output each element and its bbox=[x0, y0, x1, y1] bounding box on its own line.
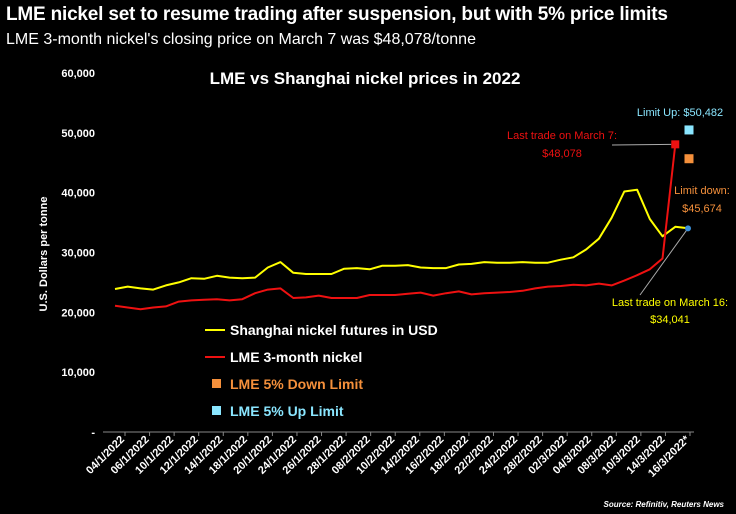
series-lines bbox=[114, 144, 689, 311]
marker-up-limit bbox=[684, 125, 694, 135]
marker-last-trade-mar7 bbox=[671, 140, 680, 149]
y-axis-label: U.S. Dollars per tonne bbox=[38, 197, 50, 312]
annotation-limit-down-value: $45,674 bbox=[682, 203, 722, 215]
y-tick-label-6: 60,000 bbox=[61, 68, 95, 80]
headline: LME nickel set to resume trading after s… bbox=[6, 4, 668, 25]
marker-down-limit bbox=[684, 154, 694, 164]
leader-line-mar7 bbox=[611, 143, 672, 146]
legend-label-shanghai: Shanghai nickel futures in USD bbox=[230, 322, 438, 338]
chart-title: LME vs Shanghai nickel prices in 2022 bbox=[210, 69, 521, 88]
legend: Shanghai nickel futures in USD LME 3-mon… bbox=[205, 322, 438, 419]
y-tick-label-2: 20,000 bbox=[61, 307, 95, 319]
legend-label-down-limit: LME 5% Down Limit bbox=[230, 376, 363, 392]
annotation-last-trade-mar7-value: $48,078 bbox=[542, 148, 582, 160]
annotation-limit-up: Limit Up: $50,482 bbox=[637, 107, 723, 119]
point-markers bbox=[671, 125, 694, 232]
legend-swatch-down-limit bbox=[212, 379, 221, 388]
marker-last-trade-mar16 bbox=[685, 225, 691, 232]
series-line-0 bbox=[114, 188, 689, 291]
annotation-limit-down: Limit down: bbox=[674, 185, 730, 197]
legend-swatch-up-limit bbox=[212, 406, 221, 415]
leader-line-mar16 bbox=[639, 228, 689, 296]
annotation-last-trade-mar7: Last trade on March 7: bbox=[507, 130, 617, 142]
y-tick-label-3: 30,000 bbox=[61, 248, 95, 260]
x-axis: 04/1/202206/1/202210/1/202212/1/202214/1… bbox=[84, 432, 693, 480]
legend-label-lme: LME 3-month nickel bbox=[230, 349, 362, 365]
annotation-last-trade-mar16: Last trade on March 16: bbox=[612, 297, 728, 309]
subheadline: LME 3-month nickel's closing price on Ma… bbox=[6, 31, 476, 48]
y-tick-label-5: 50,000 bbox=[61, 128, 95, 140]
source-note: Source: Refinitiv, Reuters News bbox=[604, 500, 725, 509]
annotation-leader-lines bbox=[611, 143, 689, 296]
y-tick-label-0: - bbox=[91, 427, 95, 439]
y-axis: - 10,000 20,000 30,000 40,000 50,000 60,000 bbox=[61, 68, 95, 439]
series-line-1 bbox=[114, 144, 677, 311]
legend-label-up-limit: LME 5% Up Limit bbox=[230, 403, 344, 419]
y-tick-label-1: 10,000 bbox=[61, 367, 95, 379]
y-tick-label-4: 40,000 bbox=[61, 188, 95, 200]
annotation-last-trade-mar16-value: $34,041 bbox=[650, 314, 690, 326]
